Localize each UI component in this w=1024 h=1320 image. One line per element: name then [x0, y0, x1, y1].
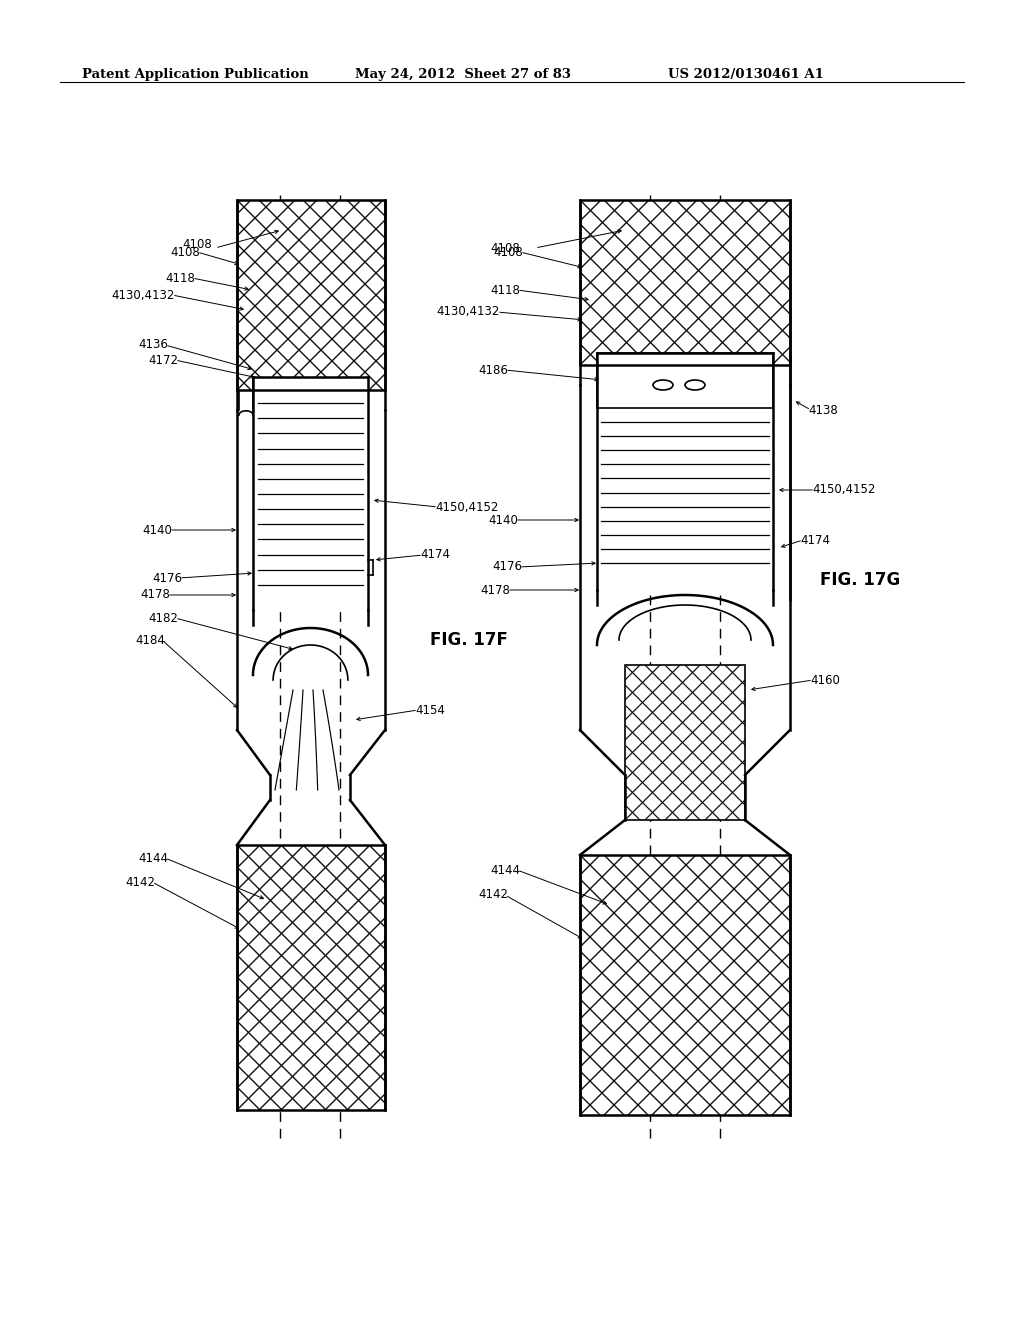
Bar: [580, 855, 790, 1115]
Text: 4108: 4108: [170, 246, 200, 259]
Text: 4130,4132: 4130,4132: [436, 305, 500, 318]
Bar: [580, 855, 790, 1115]
Text: 4140: 4140: [142, 524, 172, 536]
Text: Patent Application Publication: Patent Application Publication: [82, 69, 309, 81]
Text: 4176: 4176: [492, 561, 522, 573]
Text: 4174: 4174: [420, 549, 450, 561]
Bar: [597, 352, 773, 590]
Text: FIG. 17F: FIG. 17F: [430, 631, 508, 649]
Bar: [237, 201, 385, 389]
Text: 4172: 4172: [148, 354, 178, 367]
Text: 4150,4152: 4150,4152: [812, 483, 876, 496]
Text: 4108: 4108: [182, 239, 212, 252]
Text: 4150,4152: 4150,4152: [435, 500, 499, 513]
Text: 4108: 4108: [490, 242, 520, 255]
Bar: [237, 201, 385, 389]
Text: 4138: 4138: [808, 404, 838, 417]
Ellipse shape: [653, 380, 673, 389]
Text: 4184: 4184: [135, 634, 165, 647]
Text: FIG. 17G: FIG. 17G: [820, 572, 900, 589]
Text: US 2012/0130461 A1: US 2012/0130461 A1: [668, 69, 824, 81]
Text: 4130,4132: 4130,4132: [112, 289, 175, 301]
Bar: [625, 665, 745, 820]
Text: 4186: 4186: [478, 363, 508, 376]
Text: 4108: 4108: [494, 246, 523, 259]
Text: May 24, 2012  Sheet 27 of 83: May 24, 2012 Sheet 27 of 83: [355, 69, 571, 81]
Text: 4182: 4182: [148, 611, 178, 624]
Bar: [580, 201, 790, 366]
Bar: [237, 845, 385, 1110]
Text: 4136: 4136: [138, 338, 168, 351]
Text: 4140: 4140: [488, 513, 518, 527]
Text: 4178: 4178: [480, 583, 510, 597]
Bar: [237, 845, 385, 1110]
Text: 4118: 4118: [490, 284, 520, 297]
Bar: [253, 378, 368, 610]
Bar: [580, 201, 790, 366]
Text: 4178: 4178: [140, 589, 170, 602]
Text: 4144: 4144: [490, 863, 520, 876]
Text: 4174: 4174: [800, 533, 830, 546]
Bar: [597, 352, 773, 408]
Ellipse shape: [685, 380, 705, 389]
Bar: [597, 352, 773, 408]
Text: 4154: 4154: [415, 704, 444, 717]
Text: 4160: 4160: [810, 673, 840, 686]
Text: 4142: 4142: [478, 888, 508, 902]
Bar: [625, 665, 745, 820]
Text: 4142: 4142: [125, 875, 155, 888]
Text: 4144: 4144: [138, 851, 168, 865]
Text: 4118: 4118: [165, 272, 195, 285]
Text: 4176: 4176: [152, 572, 182, 585]
